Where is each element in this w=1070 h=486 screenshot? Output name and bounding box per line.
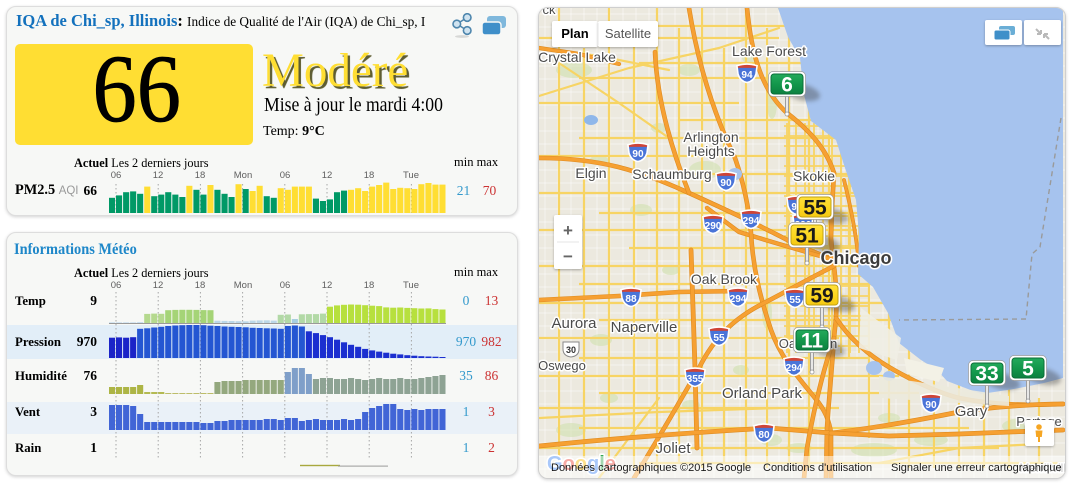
svg-text:55: 55: [789, 295, 801, 306]
svg-text:Oak Brook: Oak Brook: [691, 271, 758, 287]
svg-text:Gary: Gary: [955, 403, 988, 420]
svg-text:5: 5: [1022, 358, 1034, 381]
svg-text:Arlington: Arlington: [683, 129, 738, 145]
svg-text:88: 88: [625, 294, 637, 305]
svg-text:290: 290: [705, 221, 722, 232]
svg-text:Skokie: Skokie: [793, 168, 835, 184]
svg-text:90: 90: [632, 149, 644, 160]
svg-text:59: 59: [810, 285, 833, 308]
svg-text:33: 33: [975, 363, 998, 386]
svg-text:Lake Forest: Lake Forest: [732, 43, 806, 59]
svg-text:Aurora: Aurora: [551, 315, 597, 332]
svg-text:94: 94: [741, 70, 753, 81]
svg-text:294: 294: [786, 363, 803, 374]
svg-text:Crystal Lake: Crystal Lake: [539, 49, 616, 65]
svg-text:11: 11: [801, 330, 824, 353]
svg-text:Plan: Plan: [561, 26, 589, 41]
svg-text:Orland Park: Orland Park: [722, 385, 803, 402]
svg-text:51: 51: [795, 225, 819, 248]
svg-text:80: 80: [758, 430, 770, 441]
svg-text:30: 30: [566, 345, 576, 355]
svg-text:6: 6: [781, 74, 793, 97]
svg-text:ck: ck: [543, 8, 557, 17]
svg-text:Conditions d'utilisation: Conditions d'utilisation: [763, 462, 872, 474]
svg-text:55: 55: [803, 197, 827, 220]
svg-text:−: −: [563, 247, 573, 266]
svg-text:Joliet: Joliet: [655, 440, 691, 457]
svg-text:90: 90: [925, 400, 937, 411]
svg-text:Satellite: Satellite: [605, 26, 651, 41]
svg-text:294: 294: [743, 216, 760, 227]
svg-text:355: 355: [687, 374, 704, 385]
svg-text:90: 90: [720, 178, 732, 189]
svg-text:Données cartographiques ©2015: Données cartographiques ©2015 Google: [551, 462, 751, 474]
svg-text:55: 55: [713, 333, 725, 344]
svg-text:Schaumburg: Schaumburg: [632, 166, 711, 182]
svg-text:Naperville: Naperville: [611, 319, 678, 336]
svg-text:Signaler une erreur cartograph: Signaler une erreur cartographique: [891, 462, 1062, 474]
svg-text:+: +: [563, 221, 573, 240]
svg-text:Elgin: Elgin: [575, 165, 606, 181]
svg-text:294: 294: [730, 294, 747, 305]
svg-text:Chicago: Chicago: [820, 248, 891, 268]
svg-text:Heights: Heights: [687, 143, 734, 159]
svg-text:Oswego: Oswego: [539, 358, 586, 373]
